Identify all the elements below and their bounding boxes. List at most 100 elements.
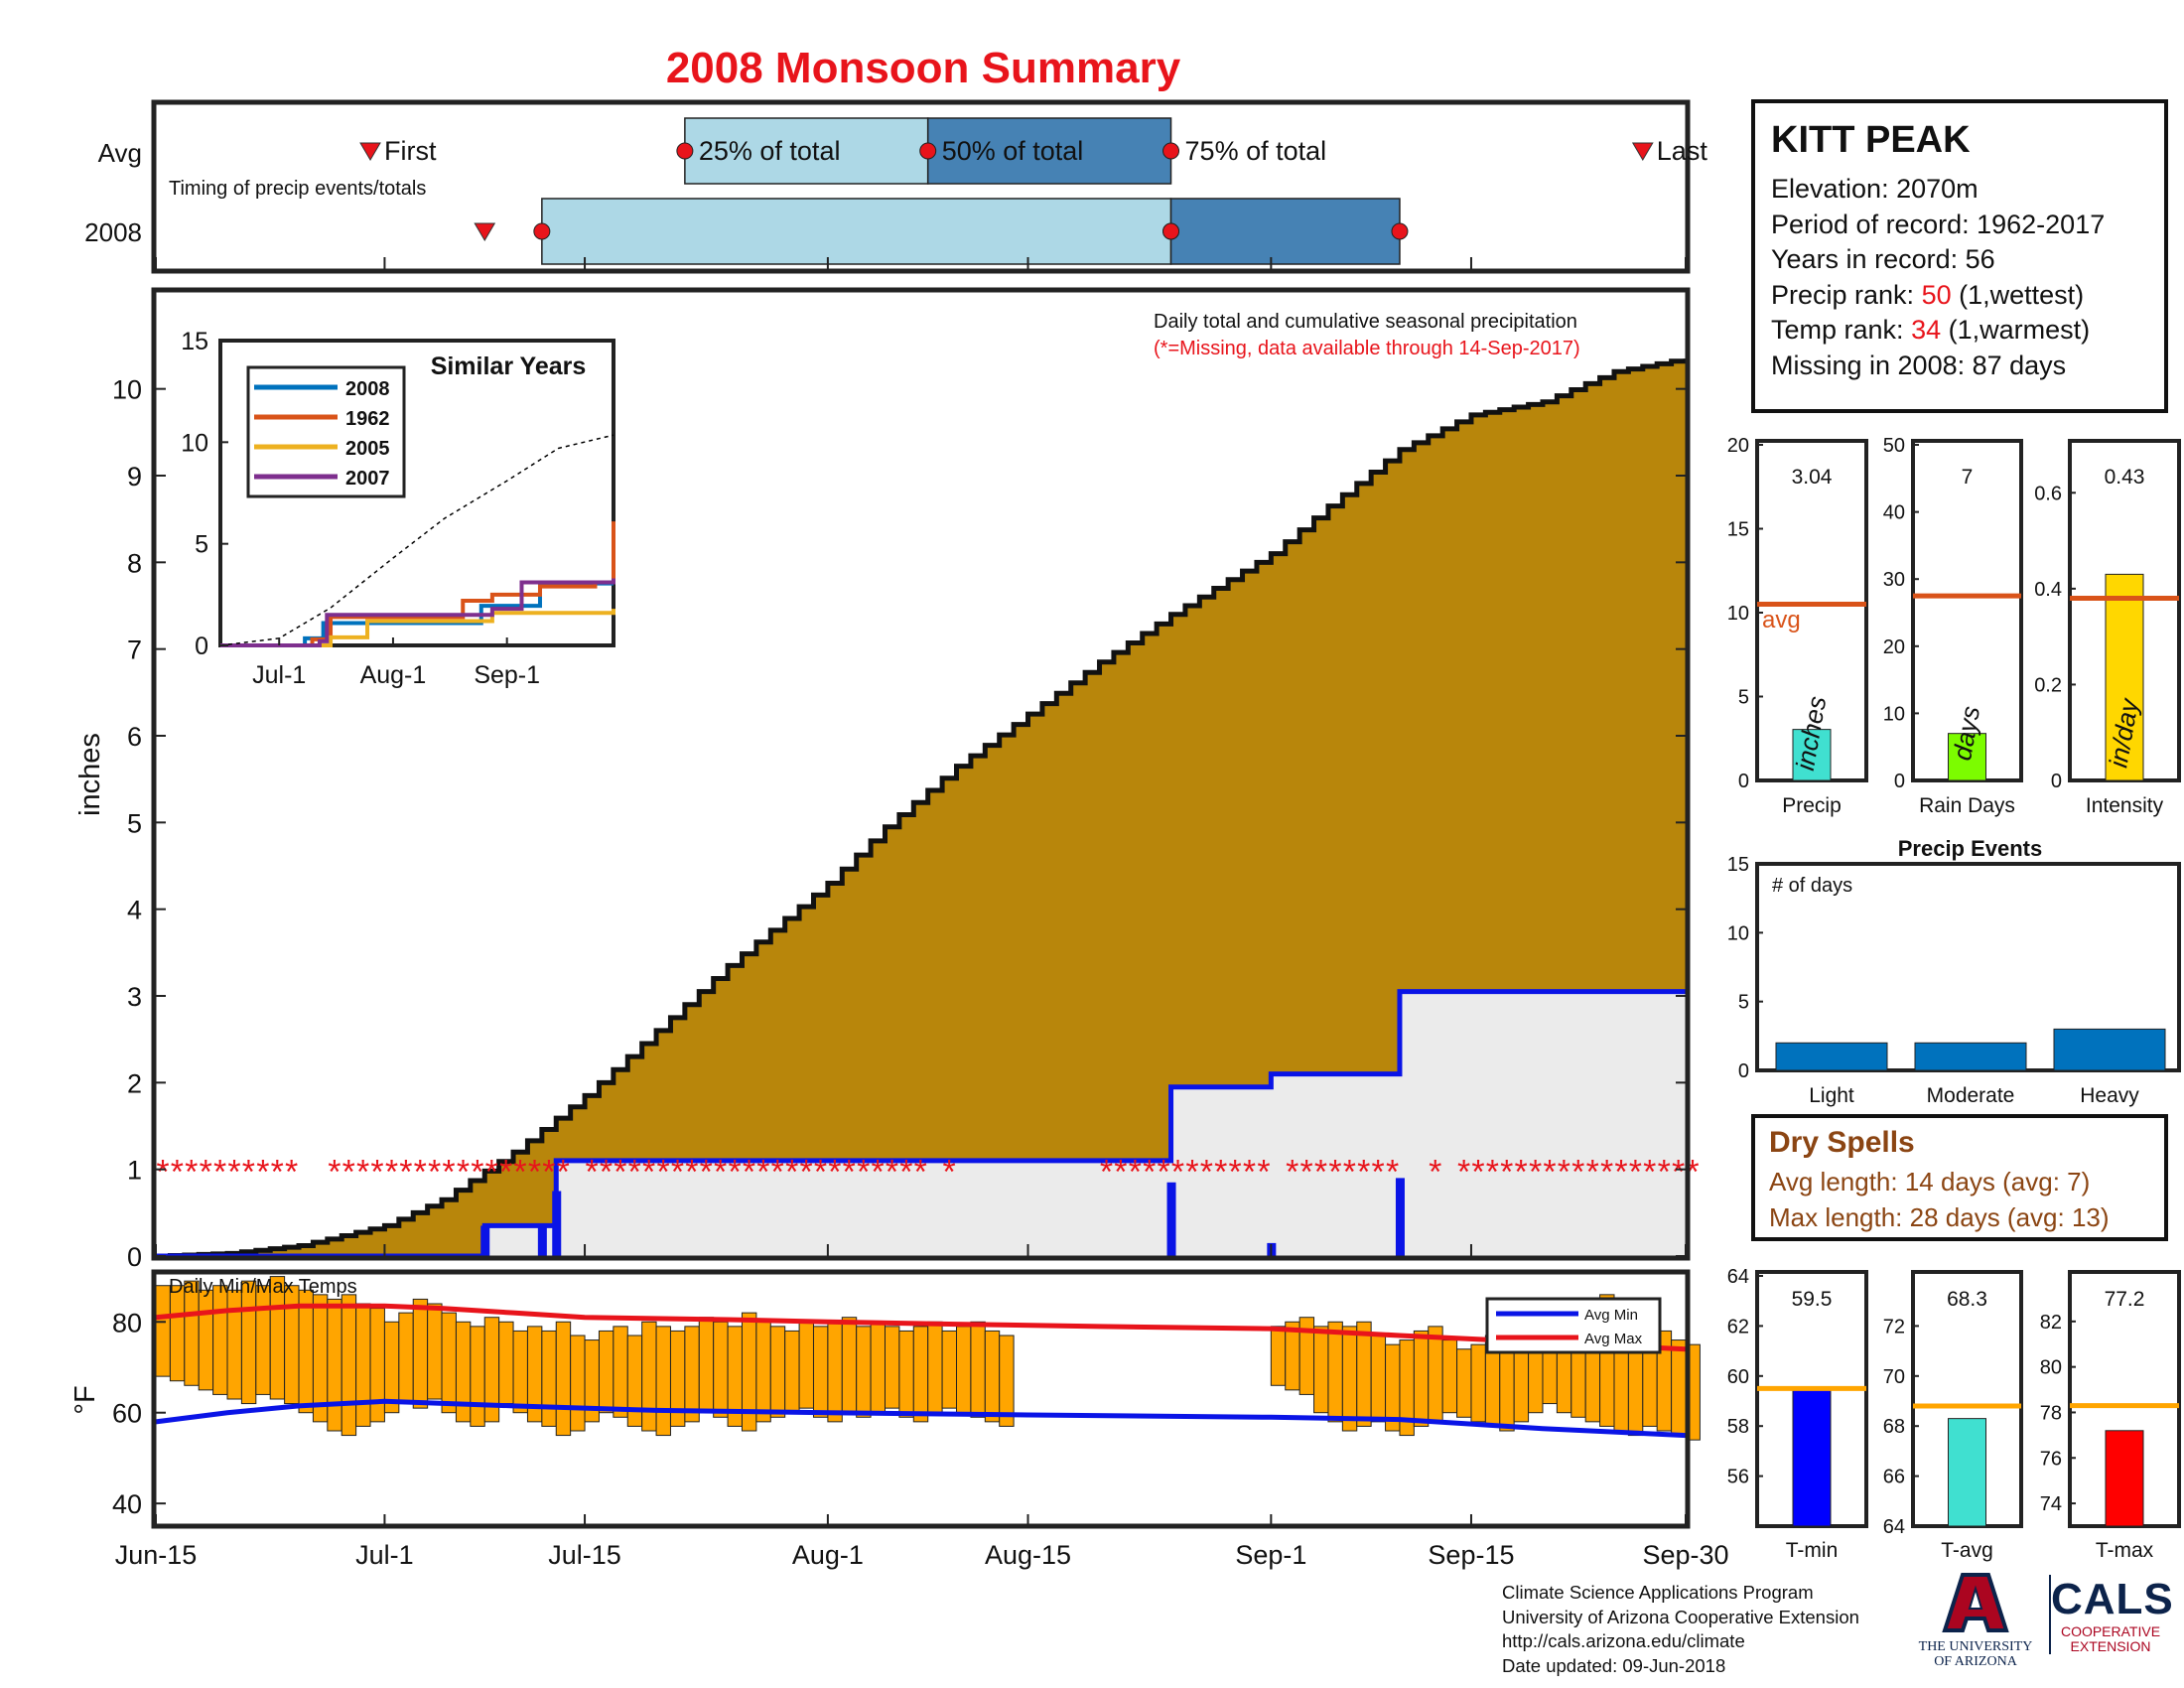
temp-summary-ytick-label: 62 bbox=[1727, 1316, 1749, 1337]
daily-precip-bar bbox=[552, 1191, 562, 1256]
daily-temp-bar bbox=[369, 1308, 385, 1423]
missing-marker: * bbox=[213, 1154, 226, 1192]
missing-marker: * bbox=[614, 1154, 626, 1192]
daily-temp-bar bbox=[570, 1335, 586, 1432]
daily-temp-bar bbox=[598, 1330, 614, 1414]
missing-marker: * bbox=[200, 1154, 212, 1192]
daily-temp-bar bbox=[541, 1330, 557, 1427]
missing-marker: * bbox=[1471, 1154, 1484, 1192]
temp-summary-value: 68.3 bbox=[1947, 1288, 1987, 1311]
footer-line-3[interactable]: http://cals.arizona.edu/climate bbox=[1502, 1630, 1745, 1651]
missing-marker: * bbox=[513, 1154, 526, 1192]
missing-marker: * bbox=[1243, 1154, 1256, 1192]
daily-temp-bar bbox=[927, 1321, 943, 1414]
date-xtick-label: Jun-15 bbox=[115, 1540, 198, 1570]
daily-temp-bar bbox=[941, 1330, 958, 1409]
daily-temp-bar bbox=[155, 1285, 171, 1377]
2008-q75-marker bbox=[1162, 222, 1180, 240]
precip-summary-ytick-label: 40 bbox=[1883, 502, 1905, 524]
precip-summary-bar bbox=[1948, 733, 1986, 781]
daily-temp-bar bbox=[999, 1335, 1015, 1427]
precip-summary-value: 3.04 bbox=[1792, 466, 1833, 489]
daily-temp-bar bbox=[956, 1326, 972, 1414]
avg-q75-marker bbox=[1162, 142, 1180, 160]
precip-summary-ytick-label: 0 bbox=[2051, 771, 2062, 792]
precip-summary-bar bbox=[2105, 573, 2144, 781]
daily-temp-bar bbox=[1428, 1326, 1443, 1423]
ua-line-2: OF ARIZONA bbox=[1934, 1654, 2017, 1669]
similar-legend-label: 2005 bbox=[345, 438, 390, 460]
missing-marker: * bbox=[785, 1154, 798, 1192]
missing-marker: * bbox=[1129, 1154, 1142, 1192]
temp-summary-ytick-label: 66 bbox=[1883, 1467, 1905, 1488]
missing-marker: * bbox=[1158, 1154, 1170, 1192]
precip-rank-text: Precip rank: 50 (1,wettest) bbox=[1771, 278, 2148, 314]
period-text: Period of record: 1962-2017 bbox=[1771, 209, 2106, 239]
2008-q25-marker bbox=[533, 222, 551, 240]
missing-marker: * bbox=[1529, 1154, 1542, 1192]
missing-marker: * bbox=[771, 1154, 784, 1192]
precip-ytick-label: 0 bbox=[127, 1242, 142, 1272]
missing-marker: * bbox=[185, 1154, 198, 1192]
temp-summary-ytick-label: 64 bbox=[1883, 1516, 1905, 1538]
similar-legend-label: 2007 bbox=[345, 468, 390, 490]
missing-marker: * bbox=[1543, 1154, 1556, 1192]
daily-temp-bar bbox=[398, 1312, 414, 1405]
temp-summary-ytick-label: 72 bbox=[1883, 1316, 1905, 1337]
missing-marker: * bbox=[871, 1154, 884, 1192]
missing-marker: * bbox=[271, 1154, 284, 1192]
similar-xtick-label: Aug-1 bbox=[360, 661, 427, 689]
similar-legend-label: 1962 bbox=[345, 408, 390, 430]
daily-temp-bar bbox=[412, 1298, 429, 1409]
daily-temp-bar bbox=[555, 1321, 572, 1437]
similar-xtick-label: Sep-1 bbox=[474, 661, 540, 689]
precip-events-label: Light bbox=[1809, 1084, 1854, 1107]
missing-marker: * bbox=[1457, 1154, 1470, 1192]
daily-temp-bar bbox=[1370, 1335, 1387, 1423]
daily-temp-bar bbox=[298, 1289, 314, 1414]
similar-ytick-label: 15 bbox=[181, 328, 208, 355]
missing-marker: * bbox=[1357, 1154, 1370, 1192]
similar-years-title: Similar Years bbox=[431, 352, 587, 380]
temp-summary-ytick-label: 82 bbox=[2040, 1312, 2062, 1334]
daily-precip-bar bbox=[1395, 1178, 1405, 1256]
dry-spells-box: Dry Spells Avg length: 14 days (avg: 7) … bbox=[1751, 1114, 2168, 1241]
timing-label-q25: 25% of total bbox=[699, 136, 841, 166]
missing-marker: * bbox=[1643, 1154, 1656, 1192]
temps-frame bbox=[151, 1269, 1691, 1529]
missing-marker: * bbox=[799, 1154, 812, 1192]
legend-avg-max-label: Avg Max bbox=[1584, 1331, 1643, 1347]
precip-ytick-label: 7 bbox=[127, 635, 142, 665]
avg-label: avg bbox=[1762, 607, 1801, 633]
missing-marker: * bbox=[1515, 1154, 1528, 1192]
missing-marker: * bbox=[1429, 1154, 1441, 1192]
footer-credits: Climate Science Applications Program Uni… bbox=[1502, 1581, 1859, 1678]
precip-events-title: Precip Events bbox=[1898, 836, 2043, 861]
dry-spells-title: Dry Spells bbox=[1769, 1126, 1915, 1159]
precip-summary-value: 0.43 bbox=[2105, 466, 2145, 489]
precip-summary-frame bbox=[1911, 439, 2023, 782]
missing-marker: * bbox=[1658, 1154, 1671, 1192]
missing-marker: * bbox=[685, 1154, 698, 1192]
precip-summary-ytick-label: 10 bbox=[1883, 703, 1905, 725]
daily-temp-bar bbox=[827, 1321, 843, 1423]
daily-temp-bar bbox=[226, 1289, 242, 1400]
avg-last-marker bbox=[1631, 142, 1654, 161]
missing-marker: * bbox=[728, 1154, 741, 1192]
timing-subtitle: Timing of precip events/totals bbox=[169, 178, 426, 200]
similar-ytick-label: 5 bbox=[195, 531, 208, 559]
daily-temp-bar bbox=[684, 1326, 700, 1423]
precip-summary-label: Rain Days bbox=[1919, 794, 2015, 817]
avg-q25-marker bbox=[676, 142, 694, 160]
missing-marker: * bbox=[899, 1154, 912, 1192]
daily-temp-bar bbox=[698, 1317, 715, 1414]
cumulative-precip-area bbox=[156, 358, 1686, 1257]
similar-xtick-label: Jul-1 bbox=[252, 661, 306, 689]
missing-marker: * bbox=[1300, 1154, 1313, 1192]
precip-summary-ytick-label: 0.6 bbox=[2034, 483, 2062, 504]
temp-summary-ytick-label: 58 bbox=[1727, 1416, 1749, 1438]
missing-marker: * bbox=[886, 1154, 898, 1192]
missing-marker: * bbox=[671, 1154, 684, 1192]
temp-summary-ytick-label: 64 bbox=[1727, 1266, 1749, 1288]
precip-events-label: Moderate bbox=[1927, 1084, 2015, 1107]
